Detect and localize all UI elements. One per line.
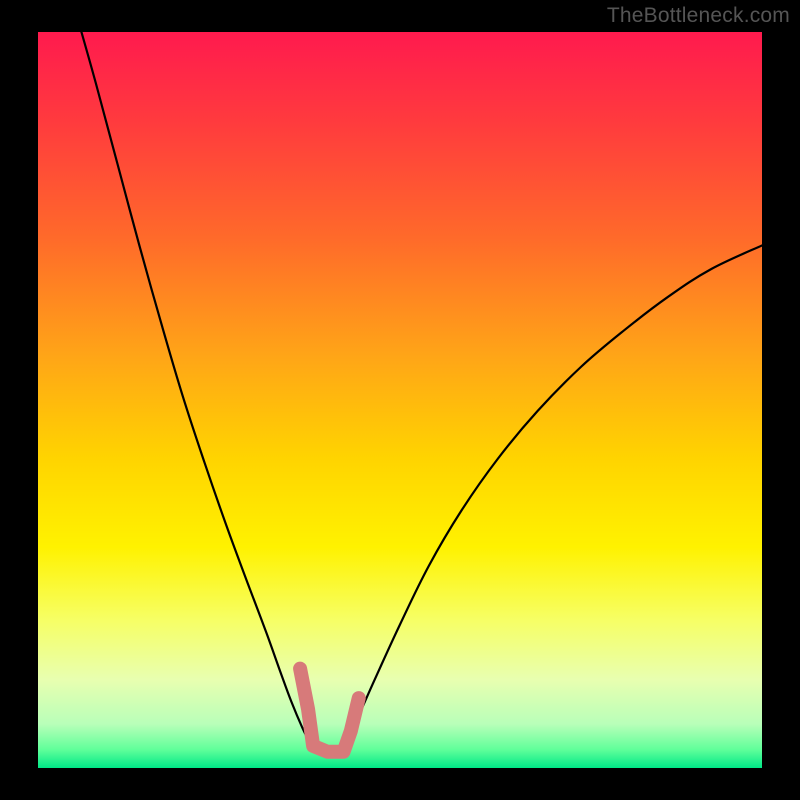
chart-stage: TheBottleneck.com bbox=[0, 0, 800, 800]
bottleneck-chart bbox=[0, 0, 800, 800]
watermark-text: TheBottleneck.com bbox=[607, 4, 790, 28]
plot-background-gradient bbox=[38, 32, 762, 768]
